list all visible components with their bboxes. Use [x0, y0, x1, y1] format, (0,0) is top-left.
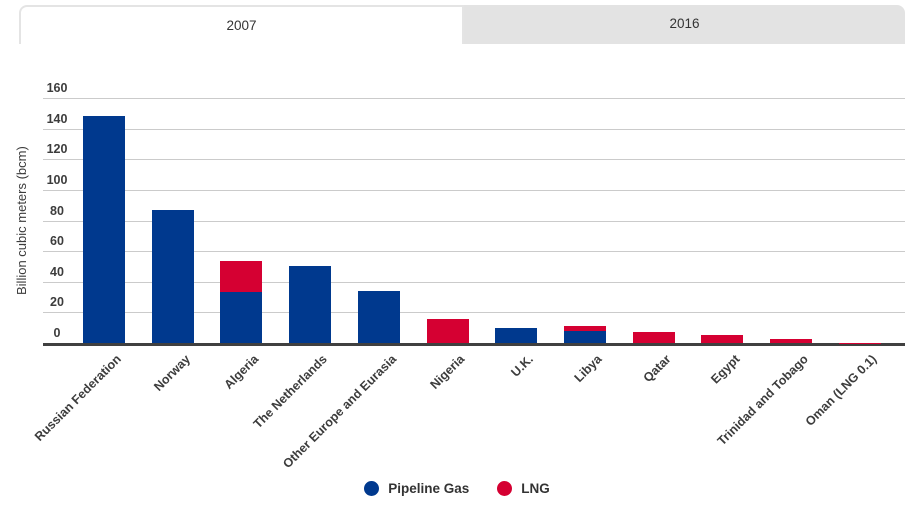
- x-axis-label: Norway: [150, 352, 193, 394]
- x-axis-line: [43, 343, 905, 346]
- bar-segment-lng[interactable]: [701, 334, 744, 343]
- legend-item-pipeline-gas[interactable]: Pipeline Gas: [364, 481, 469, 496]
- legend-label-pipeline-gas: Pipeline Gas: [388, 481, 470, 496]
- x-axis-label: Libya: [571, 352, 605, 385]
- y-axis-tick-label: 20: [50, 295, 64, 310]
- y-axis-title: Billion cubic meters (bcm): [14, 146, 29, 295]
- bar-segment-lng[interactable]: [220, 261, 263, 293]
- y-axis-tick-label: 120: [46, 142, 68, 157]
- gridline: [43, 312, 905, 314]
- gridline: [43, 159, 905, 161]
- x-axis-label: Egypt: [707, 352, 743, 387]
- bar-segment-pipeline[interactable]: [495, 327, 538, 343]
- y-axis-tick-label: 40: [50, 264, 64, 279]
- bar-segment-pipeline[interactable]: [220, 292, 263, 343]
- gridline: [43, 251, 905, 253]
- bar-segment-pipeline[interactable]: [151, 209, 194, 343]
- bar-segment-lng[interactable]: [563, 326, 606, 331]
- legend-swatch-lng: [497, 481, 513, 496]
- bar-segment-pipeline[interactable]: [83, 116, 125, 343]
- y-axis-tick-label: 100: [46, 172, 68, 187]
- y-axis-tick-label: 140: [46, 111, 68, 126]
- chart-legend: Pipeline Gas LNG: [0, 481, 914, 496]
- bar-segment-lng[interactable]: [426, 319, 469, 343]
- bar-segment-pipeline[interactable]: [289, 266, 332, 343]
- x-axis-label: Other Europe and Eurasia: [279, 352, 399, 471]
- gridline: [43, 220, 905, 222]
- gridline: [43, 128, 905, 130]
- y-axis-tick-label: 0: [53, 326, 61, 340]
- legend-swatch-pipeline-gas: [364, 481, 380, 496]
- x-axis-label: Algeria: [221, 352, 262, 392]
- bar-segment-lng[interactable]: [632, 332, 675, 343]
- bar-segment-pipeline[interactable]: [563, 330, 606, 343]
- x-axis-label: U.K.: [508, 352, 537, 380]
- year-tabbar: 2007 2016: [19, 5, 905, 44]
- x-axis-label: Qatar: [640, 352, 674, 385]
- x-axis-label: Nigeria: [427, 352, 468, 392]
- x-axis-label: Russian Federation: [31, 352, 124, 444]
- tab-2007[interactable]: 2007: [19, 5, 464, 44]
- gridline: [43, 189, 905, 191]
- gridline: [43, 98, 905, 99]
- tab-2016[interactable]: 2016: [464, 5, 905, 44]
- bar-segment-lng[interactable]: [770, 338, 812, 343]
- y-axis-tick-label: 60: [50, 234, 64, 249]
- x-axis-label: The Netherlands: [250, 352, 331, 432]
- y-axis-tick-label: 160: [46, 81, 68, 95]
- x-axis-label: Oman (LNG 0.1): [802, 352, 880, 429]
- gridline: [43, 281, 905, 283]
- bar-segment-pipeline[interactable]: [357, 290, 400, 343]
- legend-item-lng[interactable]: LNG: [497, 481, 550, 496]
- y-axis-tick-label: 80: [50, 203, 64, 218]
- legend-label-lng: LNG: [521, 481, 550, 496]
